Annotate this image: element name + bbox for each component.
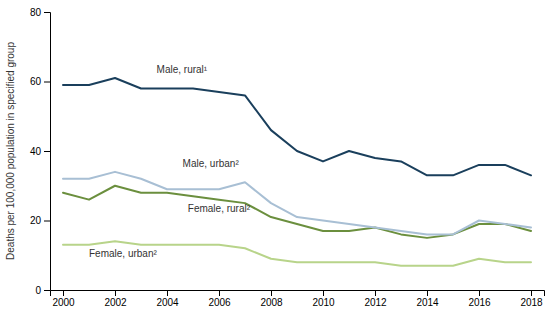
tick: 20 [30, 215, 50, 226]
annotation: Male, urban² [183, 158, 240, 169]
tick-label: 2008 [260, 297, 283, 308]
tick: 2006 [208, 290, 231, 308]
tick-mark [44, 151, 50, 152]
tick-mark [44, 12, 50, 13]
tick-mark [531, 290, 532, 296]
tick-label: 80 [30, 7, 42, 18]
tick-mark [115, 290, 116, 296]
chart: 2000 2002 2004 2006 2008 2010 2012 2014 2016 2018… [0, 0, 560, 314]
tick-mark [375, 290, 376, 296]
tick: 2012 [364, 290, 387, 308]
tick: 2004 [156, 290, 179, 308]
axis-line [51, 291, 545, 297]
tick-label: 2006 [208, 297, 231, 308]
tick: 2002 [104, 290, 127, 308]
tick: 0 [35, 285, 50, 296]
tick-mark [271, 290, 272, 296]
tick-mark [167, 290, 168, 296]
x-axis: 2000 2002 2004 2006 2008 2010 2012 2014 2016 2018 [51, 290, 545, 308]
tick: 2008 [260, 290, 283, 308]
tick-mark [219, 290, 220, 296]
tick-label: 0 [35, 285, 41, 296]
tick-mark [323, 290, 324, 296]
tick-label: 2016 [468, 297, 491, 308]
tick: 40 [30, 146, 50, 157]
tick-mark [63, 290, 64, 296]
axis-line [44, 13, 51, 291]
tick-mark [427, 290, 428, 296]
series-line [63, 172, 531, 235]
annotation: Female, urban² [89, 248, 157, 259]
tick-label: 2010 [312, 297, 335, 308]
tick-mark [44, 221, 50, 222]
series-line [63, 78, 531, 175]
tick: 2016 [468, 290, 491, 308]
annotation: Male, rural¹ [157, 64, 208, 75]
y-axis: 0 20 40 60 80 [30, 7, 51, 296]
tick: 2018 [520, 290, 543, 308]
tick-label: 40 [30, 146, 42, 157]
tick: 2014 [416, 290, 439, 308]
tick-label: 2004 [156, 297, 179, 308]
tick-mark [479, 290, 480, 296]
tick-label: 2014 [416, 297, 439, 308]
tick-label: 2002 [104, 297, 127, 308]
annotation: Female, rural² [188, 203, 251, 214]
tick: 2010 [312, 290, 335, 308]
tick-mark [44, 290, 50, 291]
tick-mark [44, 82, 50, 83]
lines [63, 78, 531, 266]
tick-label: 2012 [364, 297, 387, 308]
tick-label: 2000 [52, 297, 75, 308]
tick: 2000 [52, 290, 75, 308]
tick-label: 60 [30, 76, 42, 87]
tick: 80 [30, 7, 50, 18]
y-axis-title: Deaths per 100,000 population in specifi… [5, 42, 16, 260]
tick-label: 20 [30, 215, 42, 226]
annotations: Male, rural¹ Male, urban² Female, rural² Fe… [89, 64, 251, 259]
tick: 60 [30, 76, 50, 87]
tick-label: 2018 [520, 297, 543, 308]
series-line [63, 241, 531, 265]
plot: 2000 2002 2004 2006 2008 2010 2012 2014 2016 2018… [30, 7, 545, 308]
